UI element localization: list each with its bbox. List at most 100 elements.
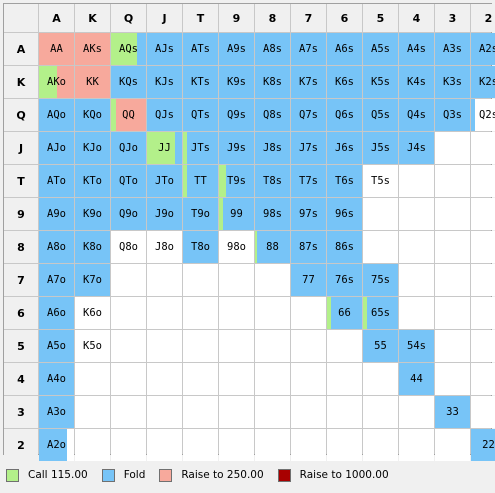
hand-cell-A9o[interactable]: A9o xyxy=(39,198,74,230)
hand-cell[interactable] xyxy=(183,396,218,428)
hand-cell-98o[interactable]: 98o xyxy=(219,231,254,263)
hand-cell[interactable] xyxy=(399,429,434,461)
hand-cell-T6s[interactable]: T6s xyxy=(327,165,362,197)
hand-cell-ATs[interactable]: ATs xyxy=(183,33,218,65)
hand-cell[interactable] xyxy=(327,396,362,428)
hand-cell-AKo[interactable]: AKo xyxy=(39,66,74,98)
hand-cell[interactable] xyxy=(435,132,470,164)
hand-cell-22[interactable]: 22 xyxy=(471,429,495,461)
hand-cell[interactable] xyxy=(255,363,290,395)
hand-cell[interactable] xyxy=(435,363,470,395)
hand-cell-JTo[interactable]: JTo xyxy=(147,165,182,197)
hand-cell-A6s[interactable]: A6s xyxy=(327,33,362,65)
hand-cell-Q8o[interactable]: Q8o xyxy=(111,231,146,263)
hand-cell[interactable] xyxy=(255,429,290,461)
hand-cell-Q3s[interactable]: Q3s xyxy=(435,99,470,131)
hand-cell[interactable] xyxy=(183,297,218,329)
hand-cell[interactable] xyxy=(147,396,182,428)
hand-cell-T7s[interactable]: T7s xyxy=(291,165,326,197)
hand-cell-QJs[interactable]: QJs xyxy=(147,99,182,131)
hand-cell[interactable] xyxy=(255,297,290,329)
hand-cell[interactable] xyxy=(75,429,110,461)
hand-cell[interactable] xyxy=(291,396,326,428)
hand-cell[interactable] xyxy=(435,264,470,296)
hand-cell-T8s[interactable]: T8s xyxy=(255,165,290,197)
hand-cell-65s[interactable]: 65s xyxy=(363,297,398,329)
hand-cell[interactable] xyxy=(399,264,434,296)
hand-cell-88[interactable]: 88 xyxy=(255,231,290,263)
hand-cell-98s[interactable]: 98s xyxy=(255,198,290,230)
hand-cell[interactable] xyxy=(219,297,254,329)
hand-cell-K5s[interactable]: K5s xyxy=(363,66,398,98)
hand-cell-76s[interactable]: 76s xyxy=(327,264,362,296)
hand-cell-55[interactable]: 55 xyxy=(363,330,398,362)
hand-cell-T9o[interactable]: T9o xyxy=(183,198,218,230)
hand-cell-KQo[interactable]: KQo xyxy=(75,99,110,131)
hand-cell-A9s[interactable]: A9s xyxy=(219,33,254,65)
hand-cell[interactable] xyxy=(327,330,362,362)
hand-cell-J7s[interactable]: J7s xyxy=(291,132,326,164)
hand-cell[interactable] xyxy=(471,363,495,395)
hand-cell[interactable] xyxy=(183,264,218,296)
hand-cell-Q9o[interactable]: Q9o xyxy=(111,198,146,230)
hand-cell[interactable] xyxy=(471,396,495,428)
hand-cell[interactable] xyxy=(435,198,470,230)
hand-cell-AKs[interactable]: AKs xyxy=(75,33,110,65)
hand-cell-A8s[interactable]: A8s xyxy=(255,33,290,65)
hand-cell-K5o[interactable]: K5o xyxy=(75,330,110,362)
hand-cell-A4o[interactable]: A4o xyxy=(39,363,74,395)
hand-cell[interactable] xyxy=(111,363,146,395)
hand-cell[interactable] xyxy=(111,264,146,296)
hand-cell-KJs[interactable]: KJs xyxy=(147,66,182,98)
hand-cell[interactable] xyxy=(111,330,146,362)
hand-cell-AJo[interactable]: AJo xyxy=(39,132,74,164)
hand-cell-QQ[interactable]: QQ xyxy=(111,99,146,131)
hand-cell[interactable] xyxy=(111,396,146,428)
hand-cell-J4s[interactable]: J4s xyxy=(399,132,434,164)
hand-cell-33[interactable]: 33 xyxy=(435,396,470,428)
hand-cell-K4s[interactable]: K4s xyxy=(399,66,434,98)
hand-cell-KK[interactable]: KK xyxy=(75,66,110,98)
hand-cell[interactable] xyxy=(75,363,110,395)
hand-cell-Q9s[interactable]: Q9s xyxy=(219,99,254,131)
hand-cell-J8s[interactable]: J8s xyxy=(255,132,290,164)
hand-cell-K7o[interactable]: K7o xyxy=(75,264,110,296)
hand-cell-ATo[interactable]: ATo xyxy=(39,165,74,197)
hand-cell-T9s[interactable]: T9s xyxy=(219,165,254,197)
hand-cell-QJo[interactable]: QJo xyxy=(111,132,146,164)
hand-cell-K3s[interactable]: K3s xyxy=(435,66,470,98)
hand-cell-KTs[interactable]: KTs xyxy=(183,66,218,98)
hand-cell-97s[interactable]: 97s xyxy=(291,198,326,230)
hand-cell-TT[interactable]: TT xyxy=(183,165,218,197)
hand-cell-K8s[interactable]: K8s xyxy=(255,66,290,98)
hand-cell[interactable] xyxy=(435,165,470,197)
hand-cell[interactable] xyxy=(363,363,398,395)
hand-cell[interactable] xyxy=(435,297,470,329)
hand-cell-66[interactable]: 66 xyxy=(327,297,362,329)
hand-cell-Q4s[interactable]: Q4s xyxy=(399,99,434,131)
hand-cell-A5o[interactable]: A5o xyxy=(39,330,74,362)
hand-cell[interactable] xyxy=(363,429,398,461)
hand-cell[interactable] xyxy=(435,231,470,263)
hand-cell[interactable] xyxy=(327,363,362,395)
hand-cell[interactable] xyxy=(147,429,182,461)
hand-cell-K8o[interactable]: K8o xyxy=(75,231,110,263)
hand-cell-Q8s[interactable]: Q8s xyxy=(255,99,290,131)
hand-cell-J6s[interactable]: J6s xyxy=(327,132,362,164)
hand-cell[interactable] xyxy=(111,429,146,461)
hand-cell[interactable] xyxy=(147,330,182,362)
hand-cell-J9o[interactable]: J9o xyxy=(147,198,182,230)
hand-cell-96s[interactable]: 96s xyxy=(327,198,362,230)
hand-cell-44[interactable]: 44 xyxy=(399,363,434,395)
hand-cell-J8o[interactable]: J8o xyxy=(147,231,182,263)
hand-cell[interactable] xyxy=(399,165,434,197)
hand-cell[interactable] xyxy=(363,231,398,263)
hand-cell[interactable] xyxy=(147,363,182,395)
hand-cell-JTs[interactable]: JTs xyxy=(183,132,218,164)
hand-cell[interactable] xyxy=(363,396,398,428)
hand-cell[interactable] xyxy=(255,264,290,296)
hand-cell[interactable] xyxy=(147,264,182,296)
hand-cell[interactable] xyxy=(471,165,495,197)
hand-cell[interactable] xyxy=(291,330,326,362)
hand-cell[interactable] xyxy=(435,429,470,461)
